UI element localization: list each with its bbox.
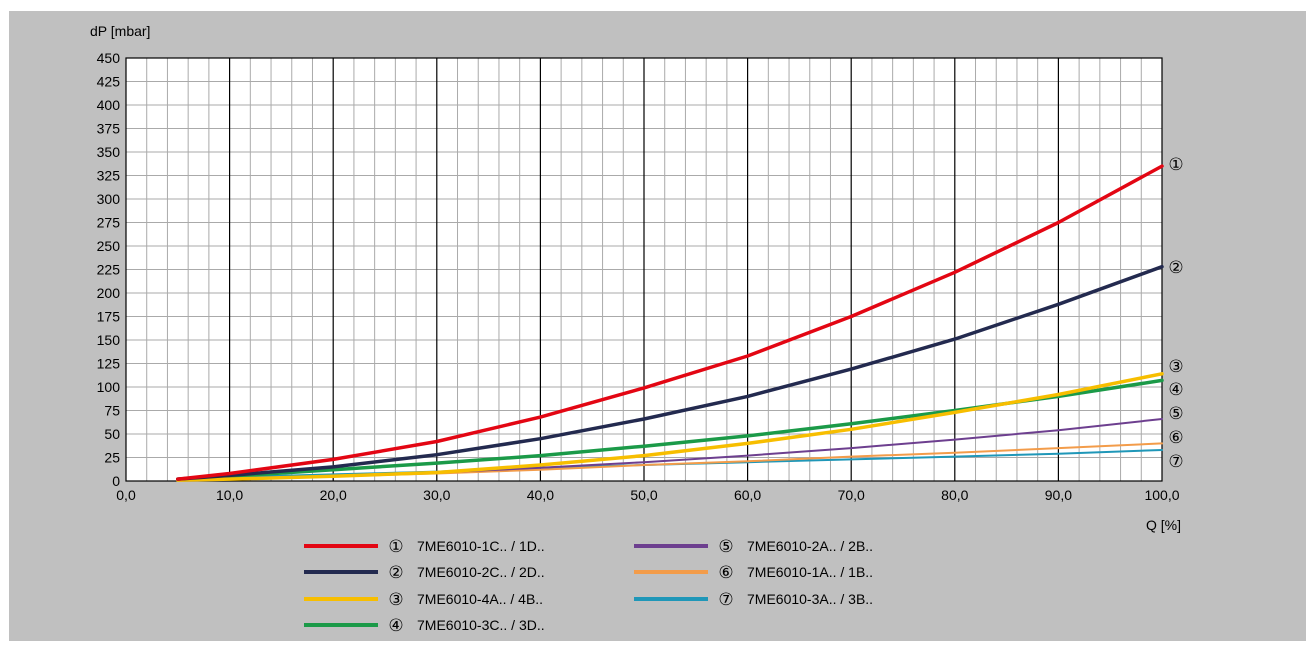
y-tick-label: 150 [97,332,121,348]
x-tick-label: 100,0 [1144,487,1179,503]
y-tick-label: 50 [104,426,120,442]
x-tick-label: 80,0 [941,487,968,503]
y-tick-label: 125 [97,356,121,372]
series-end-marker-3: ③ [1168,357,1183,376]
legend-marker-3: ③ [388,590,403,609]
series-line-1 [176,164,1164,481]
plot-border [125,57,1163,482]
legend-label-3: 7ME6010-4A.. / 4B.. [417,591,543,607]
y-tick-label: 350 [97,144,121,160]
y-axis-label: dP [mbar] [90,23,150,39]
y-tick-label: 375 [97,121,121,137]
legend-label-4: 7ME6010-3C.. / 3D.. [417,617,545,633]
legend-label-5: 7ME6010-2A.. / 2B.. [747,538,873,554]
y-tick-label: 325 [97,168,121,184]
series-line-3 [176,372,1164,482]
legend-label-7: 7ME6010-3A.. / 3B.. [747,591,873,607]
legend-marker-2: ② [388,563,403,582]
legend-label-2: 7ME6010-2C.. / 2D.. [417,564,545,580]
legend-label-1: 7ME6010-1C.. / 1D.. [417,538,545,554]
series-end-marker-2: ② [1168,258,1183,277]
y-tick-label: 275 [97,215,121,231]
y-tick-label: 300 [97,191,121,207]
series-end-marker-4: ④ [1168,380,1183,399]
legend-label-6: 7ME6010-1A.. / 1B.. [747,564,873,580]
legend-marker-4: ④ [388,616,403,635]
x-tick-label: 90,0 [1045,487,1072,503]
y-tick-label: 100 [97,379,121,395]
x-tick-label: 0,0 [116,487,136,503]
legend-marker-1: ① [388,537,403,556]
legend-marker-5: ⑤ [718,537,733,556]
y-tick-label: 0 [112,473,120,489]
y-tick-label: 400 [97,97,121,113]
axes: dP [mbar] Q [%] 0,0 10,0 20,0 30,0 40,0 50,0 6… [90,23,1184,533]
series-end-marker-6: ⑥ [1168,428,1183,447]
x-tick-label: 60,0 [734,487,761,503]
series-end-marker-5: ⑤ [1168,404,1183,423]
legend: ① 7ME6010-1C.. / 1D.. ② 7ME6010-2C.. / 2D..… [304,537,873,635]
y-tick-label: 425 [97,74,121,90]
x-tick-label: 10,0 [216,487,243,503]
y-tick-label: 75 [104,403,120,419]
y-tick-label: 25 [104,450,120,466]
y-tick-label: 200 [97,285,121,301]
x-tick-label: 50,0 [630,487,657,503]
x-axis-label: Q [%] [1146,517,1181,533]
legend-marker-6: ⑥ [718,563,733,582]
y-tick-label: 175 [97,309,121,325]
series-line-2 [176,264,1164,481]
y-tick-label: 225 [97,262,121,278]
y-tick-label: 250 [97,238,121,254]
y-tick-label: 450 [97,50,121,66]
legend-marker-7: ⑦ [718,590,733,609]
x-tick-label: 20,0 [320,487,347,503]
x-tick-label: 40,0 [527,487,554,503]
series-end-marker-1: ① [1168,155,1183,174]
x-tick-label: 70,0 [838,487,865,503]
series-layer [176,164,1164,482]
x-tick-label: 30,0 [423,487,450,503]
series-end-marker-7: ⑦ [1168,452,1183,471]
